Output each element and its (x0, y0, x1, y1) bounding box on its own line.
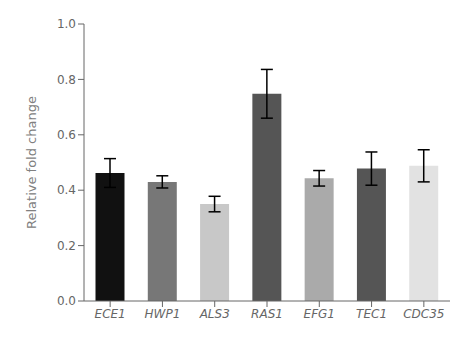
svg-text:EFG1: EFG1 (304, 307, 335, 321)
svg-text:1.0: 1.0 (57, 17, 76, 31)
svg-text:0.6: 0.6 (57, 128, 76, 142)
svg-text:HWP1: HWP1 (145, 307, 181, 321)
svg-text:ALS3: ALS3 (199, 307, 230, 321)
svg-text:CDC35: CDC35 (403, 307, 444, 321)
svg-text:RAS1: RAS1 (251, 307, 283, 321)
svg-text:0.2: 0.2 (57, 239, 76, 253)
svg-text:0.0: 0.0 (57, 294, 76, 308)
svg-text:0.4: 0.4 (57, 183, 76, 197)
svg-text:0.8: 0.8 (57, 73, 76, 87)
svg-text:TEC1: TEC1 (356, 307, 387, 321)
svg-text:Relative fold change: Relative fold change (24, 96, 39, 229)
svg-text:ECE1: ECE1 (95, 307, 126, 321)
